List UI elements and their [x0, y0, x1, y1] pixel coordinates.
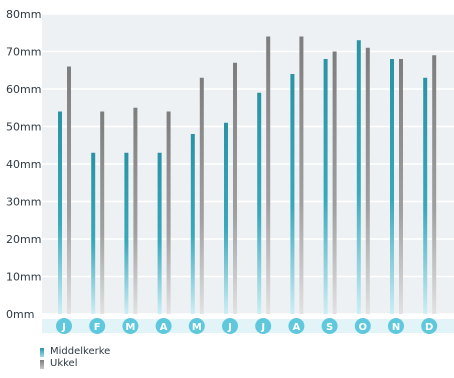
x-tick-label: A	[160, 322, 168, 333]
y-tick-label: 10mm	[6, 271, 41, 284]
month-circle	[255, 318, 272, 334]
legend-swatch-middelkerke	[40, 347, 44, 357]
bar-ukkel-8	[299, 36, 304, 314]
bar-middelkerke-1	[58, 111, 62, 314]
legend-swatch-ukkel	[40, 359, 44, 369]
bar-middelkerke-7	[257, 92, 262, 314]
bar-ukkel-11	[399, 59, 403, 314]
x-tick-label: J	[227, 322, 232, 333]
legend-item-middelkerke: Middelkerke	[40, 346, 110, 358]
bar-middelkerke-3	[124, 152, 129, 314]
bar-ukkel-3	[133, 107, 138, 314]
legend-label-ukkel: Ukkel	[50, 358, 78, 369]
bar-ukkel-2	[100, 111, 105, 314]
legend-item-ukkel: Ukkel	[40, 358, 110, 370]
x-tick-label: J	[260, 322, 265, 333]
y-tick-label: 30mm	[6, 196, 41, 209]
bar-middelkerke-5	[190, 134, 195, 314]
month-circle	[89, 318, 106, 334]
x-tick-label: J	[61, 322, 66, 333]
month-circle	[188, 318, 205, 334]
y-tick-label: 50mm	[6, 121, 41, 134]
bar-ukkel-9	[332, 51, 337, 314]
legend: Middelkerke Ukkel	[40, 346, 110, 370]
y-tick-label: 80mm	[6, 8, 41, 21]
month-circle	[122, 318, 139, 334]
y-axis: 0mm 10mm 20mm 30mm 40mm 50mm 60mm 70mm 80mm	[6, 8, 41, 321]
x-tick-label: M	[125, 322, 135, 333]
y-tick-label: 60mm	[6, 83, 41, 96]
bar-ukkel-4	[166, 111, 171, 314]
month-circle	[222, 318, 238, 334]
x-tick-label: D	[425, 322, 433, 333]
gridlines	[42, 13, 454, 315]
month-circle	[56, 318, 72, 334]
month-circle	[288, 318, 305, 334]
bar-middelkerke-4	[157, 152, 162, 314]
y-tick-label: 0mm	[6, 308, 34, 321]
y-tick-label: 40mm	[6, 158, 41, 171]
bar-middelkerke-9	[323, 59, 328, 314]
month-circle	[421, 318, 438, 334]
y-tick-label: 70mm	[6, 46, 41, 59]
bar-ukkel-12	[432, 55, 437, 314]
month-circle	[321, 318, 338, 334]
month-circle	[388, 318, 404, 334]
bar-ukkel-10	[365, 47, 370, 314]
bar-middelkerke-2	[91, 152, 96, 314]
bar-middelkerke-6	[224, 122, 228, 314]
x-tick-label: F	[94, 322, 101, 333]
bar-ukkel-7	[266, 36, 271, 314]
bar-middelkerke-11	[390, 59, 394, 314]
x-tick-label: A	[293, 322, 301, 333]
bar-ukkel-5	[199, 77, 204, 314]
x-tick-label: M	[192, 322, 202, 333]
month-axis-band	[42, 319, 454, 333]
month-circle	[155, 318, 172, 334]
x-tick-label: S	[326, 322, 333, 333]
month-circle	[354, 318, 371, 334]
legend-label-middelkerke: Middelkerke	[50, 346, 111, 357]
bar-middelkerke-12	[423, 77, 428, 314]
x-tick-label: O	[359, 322, 368, 333]
bar-middelkerke-10	[356, 40, 361, 314]
y-tick-label: 20mm	[6, 233, 41, 246]
bar-ukkel-6	[233, 62, 237, 314]
x-tick-label: N	[392, 322, 400, 333]
bars	[58, 36, 437, 314]
bar-ukkel-1	[67, 66, 71, 314]
bar-middelkerke-8	[290, 74, 295, 314]
